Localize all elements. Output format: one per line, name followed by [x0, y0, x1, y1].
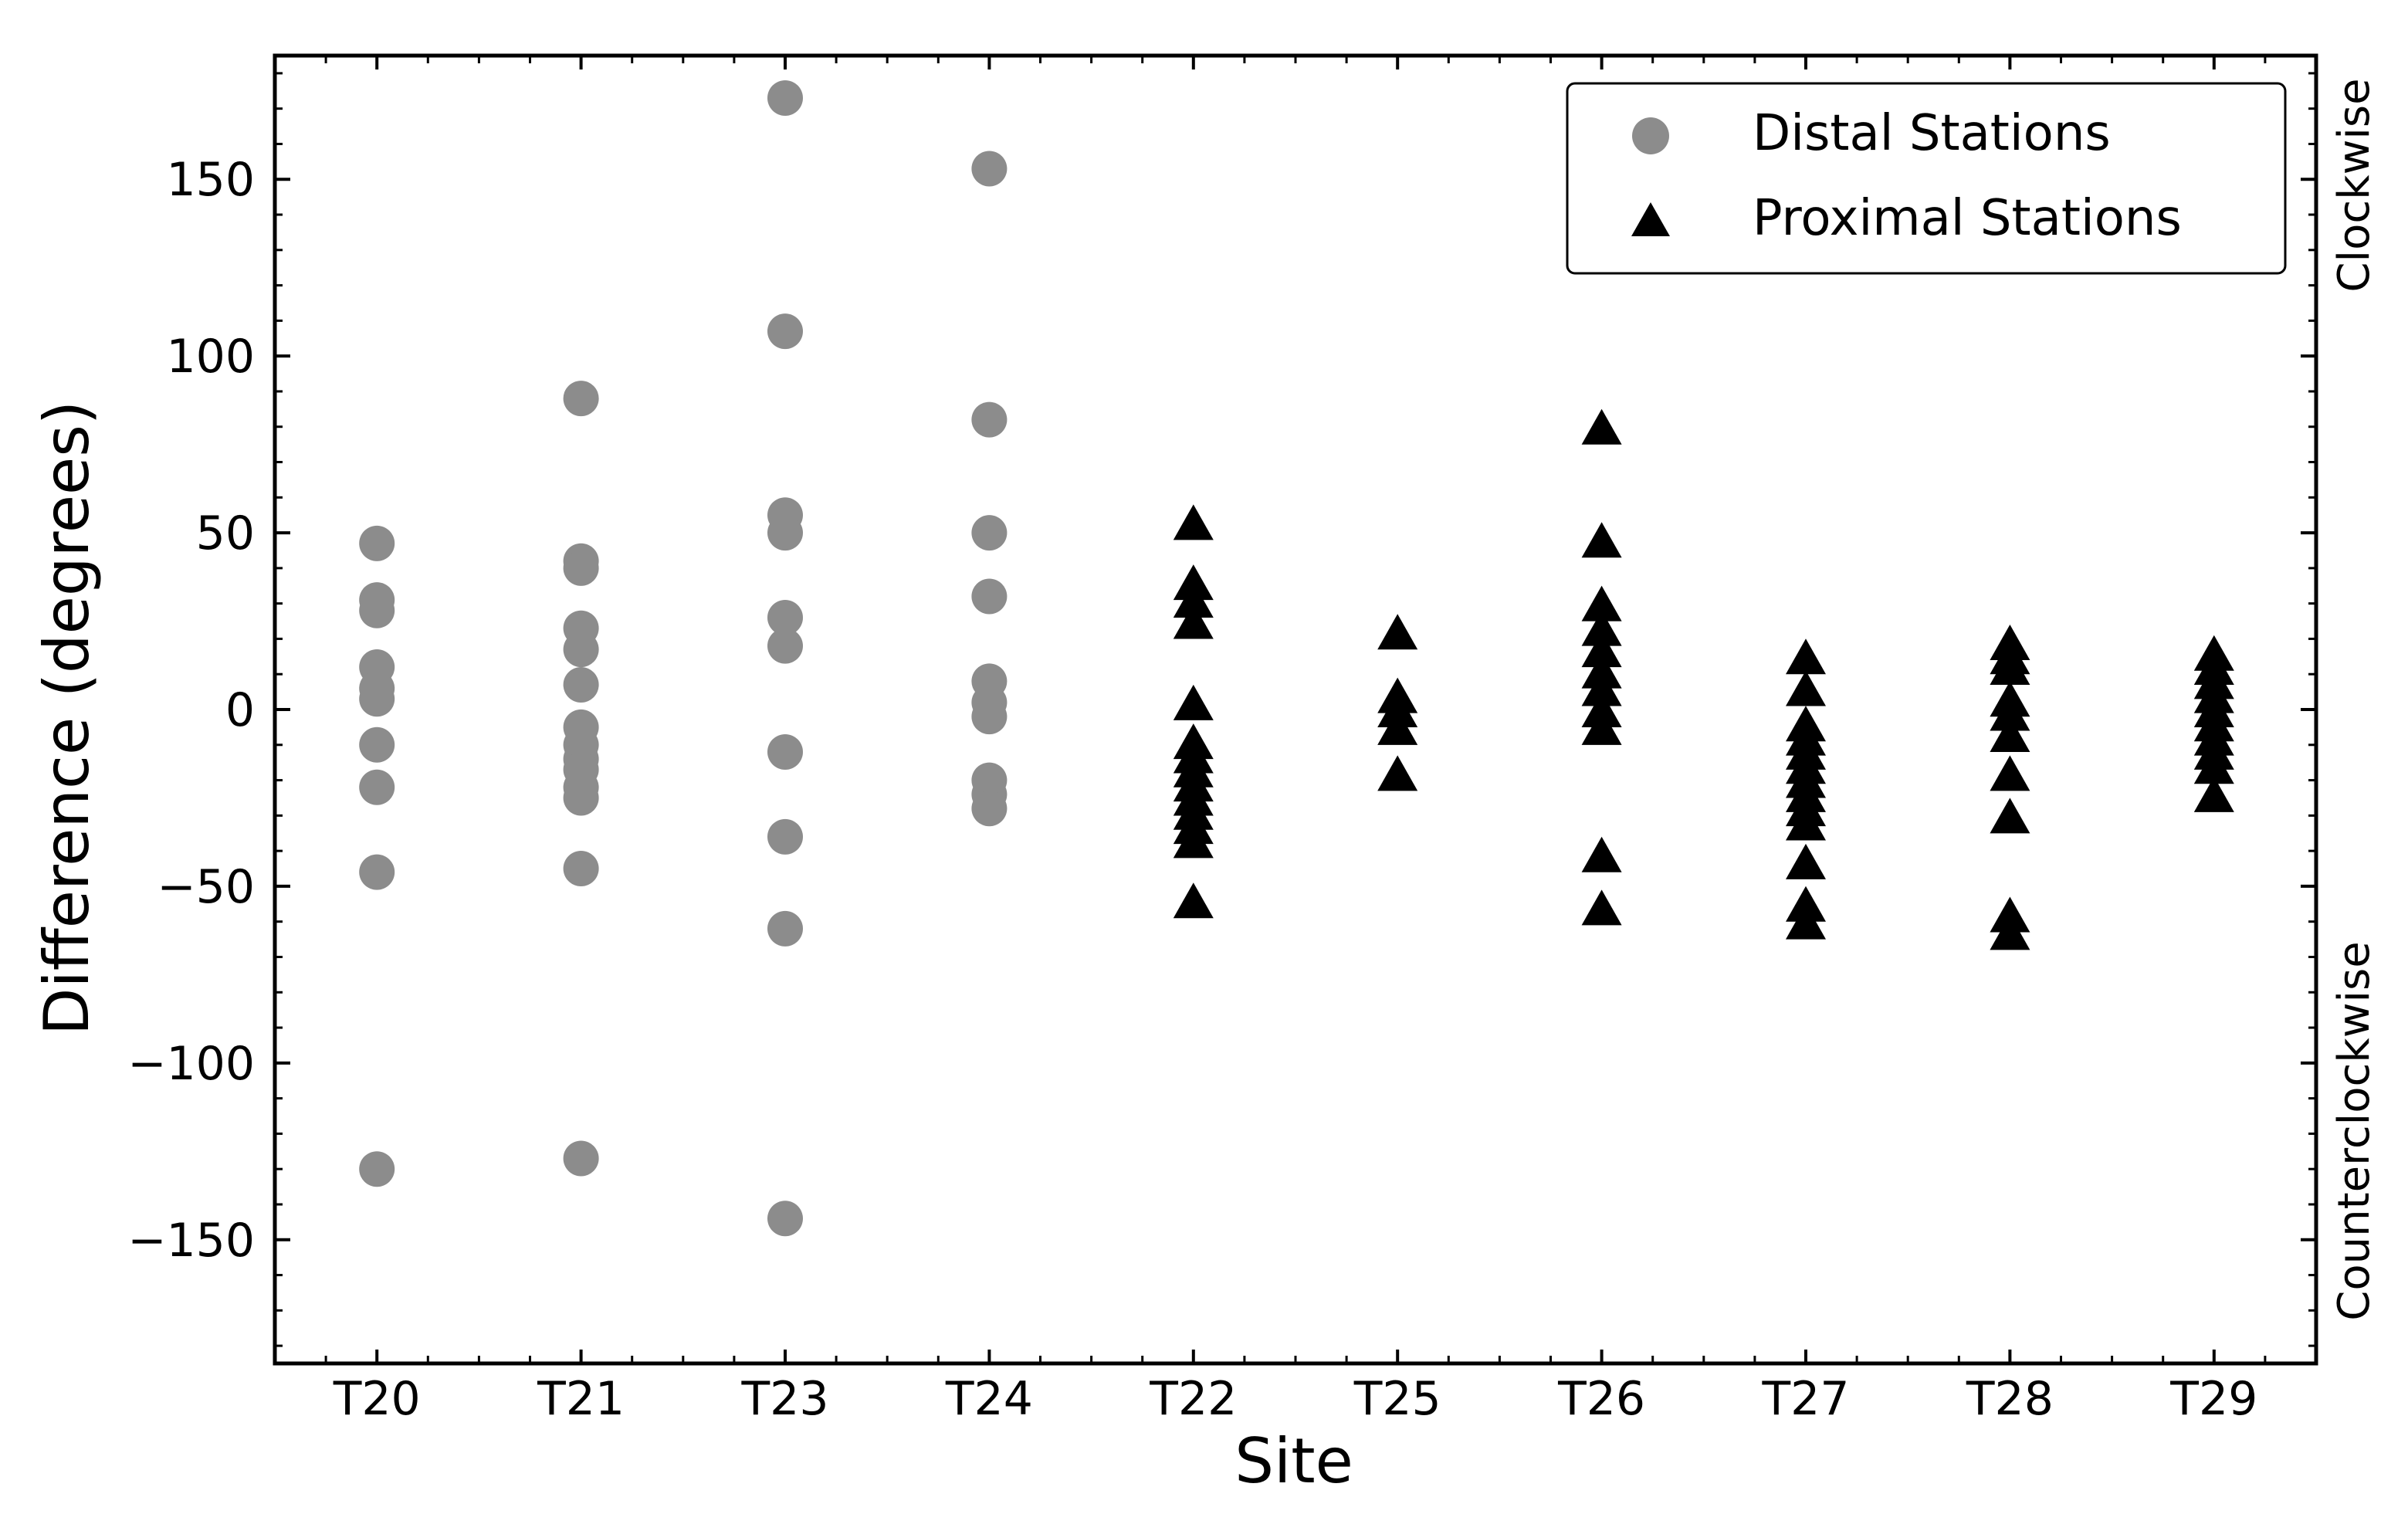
proximal-point	[1786, 843, 1826, 879]
distal-point	[767, 599, 803, 635]
distal-point	[563, 780, 599, 816]
distal-point	[767, 80, 803, 116]
y-axis-label: Difference (degrees)	[31, 401, 103, 1035]
distal-point	[971, 151, 1008, 187]
distal-point	[359, 727, 395, 763]
distal-point	[563, 381, 599, 417]
distal-point	[971, 699, 1008, 735]
distal-point	[563, 666, 599, 703]
legend: Distal Stations Proximal Stations	[1566, 82, 2287, 275]
y-tick-label: 150	[166, 153, 255, 207]
legend-distal-label: Distal Stations	[1753, 105, 2111, 162]
legend-proximal-label: Proximal Stations	[1753, 190, 2182, 247]
distal-point	[767, 628, 803, 664]
legend-box	[1566, 82, 2287, 275]
proximal-point	[1581, 889, 1622, 926]
distal-point	[563, 632, 599, 668]
distal-point	[359, 592, 395, 628]
distal-point	[359, 1151, 395, 1187]
distal-point	[359, 769, 395, 805]
proximal-point	[1581, 709, 1622, 745]
distal-point	[971, 401, 1008, 438]
distal-point	[767, 515, 803, 551]
x-axis: T20 T21 T23 T24 T22 T25 T26 T27 T28 T29	[324, 56, 2318, 1426]
distal-point	[767, 818, 803, 855]
distal-point	[359, 854, 395, 890]
proximal-point	[1990, 914, 2030, 950]
distal-point	[359, 525, 395, 561]
distal-point	[971, 791, 1008, 827]
proximal-point	[1581, 610, 1622, 646]
distal-point	[767, 313, 803, 350]
y-tick-label: −150	[127, 1214, 255, 1268]
y-tick-label: −50	[157, 860, 255, 914]
clockwise-label: Clockwise	[2329, 78, 2379, 292]
distal-point	[767, 733, 803, 770]
y-tick-label: −100	[127, 1037, 255, 1091]
distal-point	[563, 550, 599, 586]
legend-proximal-marker	[1631, 202, 1670, 236]
distal-point	[971, 578, 1008, 615]
proximal-point	[1990, 695, 2030, 731]
x-tick-label: T21	[537, 1372, 625, 1426]
y-tick-label: 100	[166, 330, 255, 384]
counterclockwise-label: Counterclockwise	[2329, 941, 2379, 1320]
y-axis: −150 −100 −50 0 50 100 150	[127, 72, 2316, 1347]
distal-point	[971, 515, 1008, 551]
x-tick-label: T24	[945, 1372, 1033, 1426]
y-tick-label: 0	[225, 683, 255, 737]
distal-point	[767, 1201, 803, 1237]
y-tick-label: 50	[196, 506, 255, 561]
proximal-point	[1173, 582, 1214, 618]
proximal-point	[1173, 684, 1214, 720]
proximal-point	[1786, 670, 1826, 706]
proximal-point	[1581, 670, 1622, 706]
data-markers	[359, 80, 2234, 1237]
proximal-point	[1990, 798, 2030, 834]
proximal-point	[1377, 709, 1418, 745]
x-tick-label: T27	[1762, 1372, 1850, 1426]
proximal-point	[1581, 632, 1622, 668]
proximal-point	[1786, 638, 1826, 675]
proximal-point	[1173, 603, 1214, 639]
proximal-point	[1581, 836, 1622, 872]
x-tick-label: T20	[333, 1372, 421, 1426]
proximal-point	[1990, 755, 2030, 791]
proximal-point	[1173, 882, 1214, 919]
proximal-point	[1990, 716, 2030, 753]
proximal-point	[1173, 504, 1214, 540]
proximal-point	[1581, 522, 1622, 558]
x-tick-label: T28	[1966, 1372, 2054, 1426]
x-tick-label: T26	[1557, 1372, 1645, 1426]
distal-point	[359, 681, 395, 717]
proximal-point	[1173, 822, 1214, 859]
x-tick-label: T25	[1353, 1372, 1441, 1426]
proximal-point	[1786, 903, 1826, 940]
proximal-point	[2193, 776, 2234, 812]
x-tick-label: T23	[741, 1372, 829, 1426]
x-axis-label: Site	[1234, 1425, 1353, 1497]
proximal-point	[2193, 748, 2234, 784]
distal-point	[767, 910, 803, 947]
legend-distal-marker	[1632, 117, 1669, 154]
distal-point	[563, 851, 599, 887]
proximal-point	[1377, 614, 1418, 650]
proximal-point	[1377, 755, 1418, 791]
proximal-point	[1581, 408, 1622, 445]
proximal-point	[1786, 804, 1826, 841]
proximal-point	[1581, 585, 1622, 622]
x-tick-label: T22	[1149, 1372, 1237, 1426]
proximal-point	[1990, 649, 2030, 686]
distal-point	[563, 1140, 599, 1177]
x-tick-label: T29	[2169, 1372, 2257, 1426]
